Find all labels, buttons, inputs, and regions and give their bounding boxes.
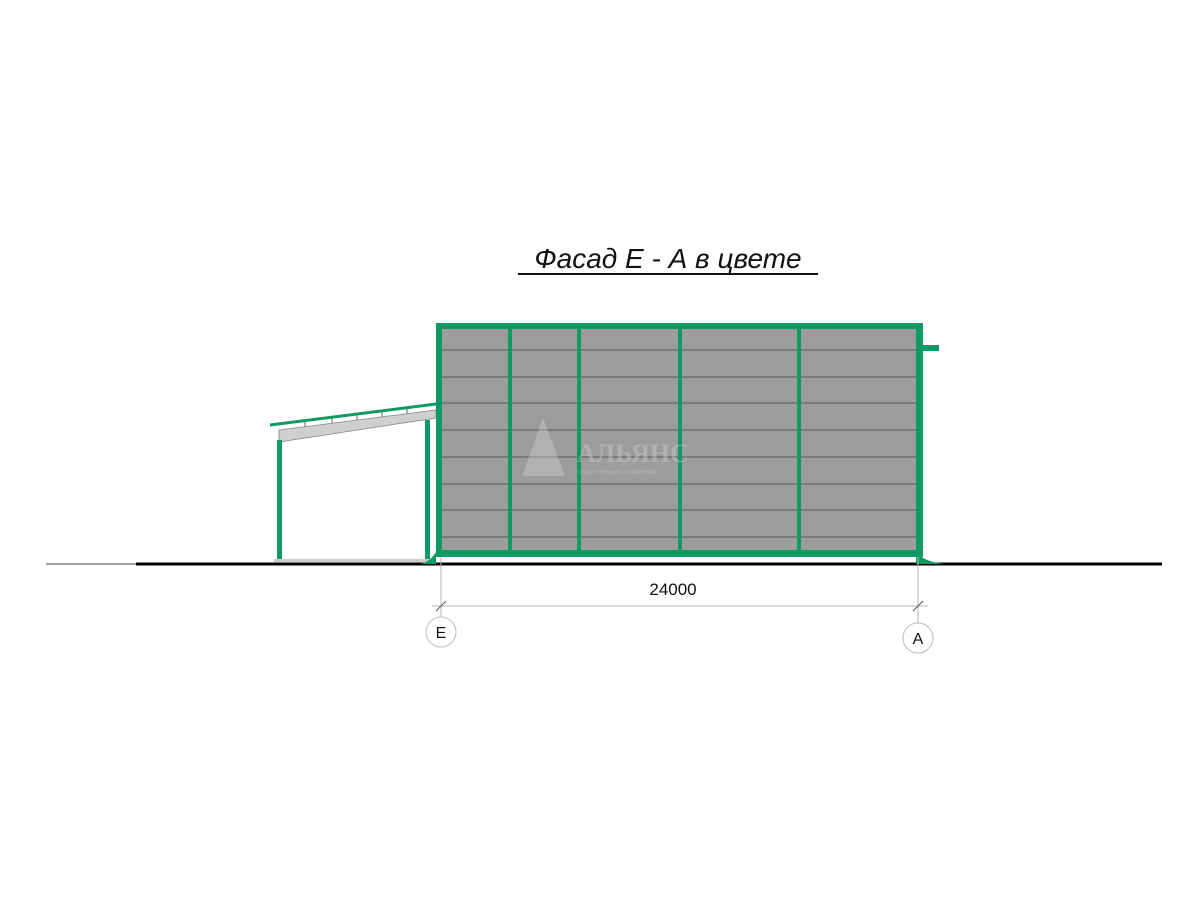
dimension: 24000 <box>432 557 928 623</box>
frame <box>420 323 945 564</box>
axis-marker-a: А <box>902 622 934 654</box>
axis-label: А <box>913 631 924 648</box>
column <box>508 329 512 551</box>
frame-top <box>436 323 923 329</box>
canopy-post-right <box>425 420 430 560</box>
canopy-roof <box>269 402 437 427</box>
watermark-brand: АЛЬЯНС <box>577 439 689 468</box>
frame-left <box>436 323 442 557</box>
dimension-tick <box>435 600 447 612</box>
drawing-title: Фасад Е - А в цвете <box>534 243 801 274</box>
watermark-logo-icon <box>522 418 565 476</box>
column <box>797 329 801 551</box>
column <box>577 329 581 551</box>
plinth-flashing-right <box>916 552 945 564</box>
gutter <box>923 345 939 351</box>
canopy-purlins <box>304 409 408 427</box>
canopy-slab <box>274 559 434 562</box>
frame-bottom <box>436 550 923 557</box>
frame-right <box>916 323 923 557</box>
dimension-value: 24000 <box>649 580 696 599</box>
canopy-post-left <box>277 440 282 560</box>
watermark: АЛЬЯНС строительная компания <box>522 418 689 476</box>
plinth-flashing-left <box>420 552 436 564</box>
watermark-tagline: строительная компания <box>578 469 656 476</box>
axis-marker-e: Е <box>425 616 457 648</box>
building-facade: АЛЬЯНС строительная компания <box>420 323 945 564</box>
canopy <box>269 402 437 562</box>
column <box>678 329 682 551</box>
dimension-tick <box>912 600 924 612</box>
axis-label: Е <box>436 625 447 642</box>
